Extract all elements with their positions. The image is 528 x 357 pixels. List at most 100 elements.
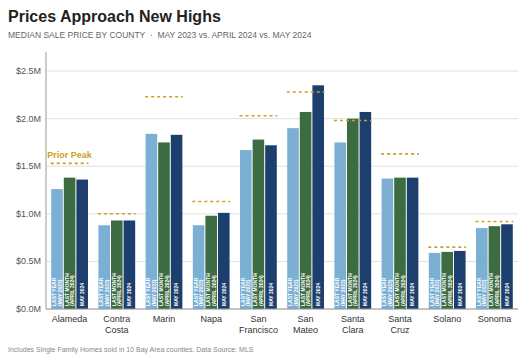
- bar-label: LAST YEAR(MAY 2023): [381, 277, 393, 306]
- bar: [501, 224, 513, 309]
- x-tick-label: Sonoma: [478, 314, 512, 324]
- bar-label: MAY 2024: [79, 283, 85, 306]
- x-tick-label: Napa: [200, 314, 222, 324]
- prior-peak-line: [476, 221, 514, 223]
- bar-label: LAST YEAR(MAY 2023): [193, 277, 205, 306]
- bar: [489, 226, 501, 309]
- annotation: Prior Peak: [47, 150, 93, 160]
- bar-label: LAST YEAR(MAY 2023): [98, 277, 110, 306]
- bar: [51, 189, 63, 309]
- bar-label: LAST MONTH(APRIL 2024): [158, 273, 170, 306]
- x-tick-label: SantaCruz: [388, 314, 412, 335]
- prior-peak-line: [98, 213, 136, 215]
- plot-area: [51, 85, 514, 309]
- bar: [382, 179, 394, 309]
- bar: [441, 252, 453, 309]
- bar-label: LAST MONTH(APRIL 2024): [205, 273, 217, 306]
- y-grid: [46, 71, 518, 309]
- bar-label: LAST MONTH(APRIL 2024): [488, 273, 500, 306]
- bar-label: LAST MONTH(APRIL 2024): [64, 273, 76, 306]
- bar-label: MAY 2024: [362, 283, 368, 306]
- x-axis-line: [46, 309, 518, 310]
- bar: [124, 220, 136, 309]
- bar-label: LAST YEAR(MAY 2023): [429, 277, 441, 306]
- grid-line: [46, 213, 518, 214]
- x-tick-label: Solano: [433, 314, 461, 324]
- bar-label: LAST YEAR(MAY 2023): [51, 277, 63, 306]
- prior-peak-line: [51, 163, 89, 165]
- bar-label: LAST MONTH(APRIL 2024): [347, 273, 359, 306]
- bar-label: LAST YEAR(MAY 2023): [334, 277, 346, 306]
- y-tick-label: $1.0M: [16, 209, 41, 219]
- bar-label: LAST MONTH(APRIL 2024): [394, 273, 406, 306]
- bar-label: MAY 2024: [409, 283, 415, 306]
- title: Prices Approach New Highs: [8, 8, 221, 25]
- bar-label: MAY 2024: [221, 283, 227, 306]
- bar-label: LAST YEAR(MAY 2023): [240, 277, 252, 306]
- chart: Prices Approach New Highs MEDIAN SALE PRI…: [0, 0, 528, 357]
- prior-peak-line: [192, 201, 230, 203]
- prior-peak-line: [381, 153, 419, 155]
- bar: [253, 140, 265, 309]
- bar-labels: LAST YEAR(MAY 2023)LAST YEAR(MAY 2023)LA…: [51, 273, 510, 306]
- grid-line: [46, 166, 518, 167]
- bar: [394, 178, 406, 309]
- bar: [287, 128, 299, 309]
- subtitle: MEDIAN SALE PRICE BY COUNTY · MAY 2023 v…: [8, 30, 312, 40]
- x-tick-label: SantaClara: [341, 314, 365, 335]
- bar: [240, 150, 252, 309]
- bar-label: MAY 2024: [173, 283, 179, 306]
- x-tick-label: Alameda: [52, 314, 88, 324]
- bar: [64, 178, 76, 309]
- bar: [454, 251, 466, 309]
- bar-label: MAY 2024: [126, 283, 132, 306]
- bar-label: LAST MONTH(APRIL 2024): [300, 273, 312, 306]
- y-tick-label: $0.5M: [16, 256, 41, 266]
- bar: [429, 253, 441, 309]
- prior-peak-line: [240, 115, 278, 117]
- y-axis-line: [46, 52, 47, 309]
- prior-peak-line: [287, 91, 325, 93]
- x-tick-label: Marin: [153, 314, 176, 324]
- grid-line: [46, 309, 518, 310]
- bar-label: MAY 2024: [268, 283, 274, 306]
- y-tick-label: $0.0M: [16, 304, 41, 314]
- bar-label: LAST MONTH(APRIL 2024): [111, 273, 123, 306]
- bar-label: LAST MONTH(APRIL 2024): [252, 273, 264, 306]
- bar-label: LAST YEAR(MAY 2023): [476, 277, 488, 306]
- bar: [476, 228, 488, 309]
- bar: [407, 178, 419, 309]
- x-tick-label: SanFrancisco: [239, 314, 278, 335]
- bar: [193, 225, 205, 309]
- x-tick-label: ContraCosta: [103, 314, 130, 335]
- x-tick-label: SanMateo: [293, 314, 318, 335]
- bar: [146, 134, 158, 309]
- background: [0, 0, 528, 357]
- bar: [360, 112, 372, 309]
- bar-label: LAST MONTH(APRIL 2024): [441, 273, 453, 306]
- prior-peak-line: [428, 246, 466, 248]
- bar: [300, 112, 312, 309]
- bar: [265, 145, 277, 309]
- prior-peak-line: [145, 96, 183, 98]
- bar: [158, 142, 170, 309]
- bar: [312, 85, 324, 309]
- grid-line: [46, 71, 518, 72]
- bar: [171, 135, 183, 309]
- y-tick-label: $2.0M: [16, 114, 41, 124]
- bar: [205, 216, 217, 309]
- grid-line: [46, 118, 518, 119]
- bar-label: LAST YEAR(MAY 2023): [145, 277, 157, 306]
- bar: [76, 180, 88, 309]
- bar: [111, 220, 123, 309]
- bar-label: LAST YEAR(MAY 2023): [287, 277, 299, 306]
- bar: [98, 225, 110, 309]
- bar: [218, 213, 230, 309]
- bar: [347, 119, 359, 309]
- bar-label: MAY 2024: [504, 283, 510, 306]
- bar: [334, 142, 346, 309]
- prior-peak-line: [334, 120, 372, 122]
- footnote: Includes Single Family Homes sold in 10 …: [8, 346, 254, 354]
- bar-label: MAY 2024: [315, 283, 321, 306]
- bar-label: MAY 2024: [457, 283, 463, 306]
